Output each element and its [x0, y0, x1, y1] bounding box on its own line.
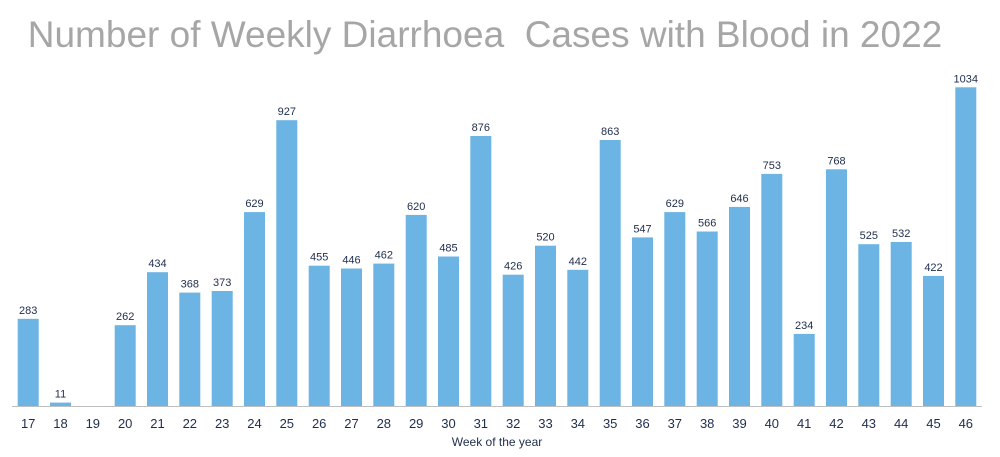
- bar-week-26: [308, 265, 330, 406]
- bar-week-41: [793, 333, 815, 406]
- value-label-week-22: 368: [181, 279, 199, 291]
- x-tick-label: 19: [86, 416, 100, 431]
- value-label-week-45: 422: [924, 262, 942, 274]
- value-label-week-28: 462: [375, 250, 393, 262]
- x-tick-label: 21: [150, 416, 164, 431]
- x-tick-label: 24: [247, 416, 261, 431]
- x-tick-label: 45: [926, 416, 940, 431]
- bar-week-42: [826, 169, 847, 406]
- value-label-week-33: 520: [536, 232, 554, 244]
- bar-week-38: [696, 231, 718, 406]
- x-tick-label: 32: [506, 416, 520, 431]
- value-label-week-32: 426: [504, 261, 522, 273]
- value-label-week-39: 646: [730, 193, 748, 205]
- bar-week-34: [567, 269, 589, 406]
- bar-week-30: [438, 256, 459, 406]
- value-label-week-24: 629: [245, 198, 263, 210]
- x-tick-label: 36: [635, 416, 649, 431]
- x-tick-label: 25: [280, 416, 294, 431]
- bar-week-43: [858, 244, 880, 406]
- x-tick-label: 41: [797, 416, 811, 431]
- value-label-week-18: 11: [55, 389, 66, 401]
- bar-week-21: [147, 272, 168, 406]
- value-labels-group: 283 11 262 434 368 373 629 927 455 446 462 620 485 87…: [19, 73, 978, 400]
- x-tick-label: 38: [700, 416, 714, 431]
- bar-week-35: [599, 140, 621, 406]
- x-tick-label: 42: [829, 416, 843, 431]
- bar-week-18: [50, 402, 71, 406]
- x-tick-label: 43: [862, 416, 876, 431]
- x-tick-labels-group: 17 18 19 20 21 22 23 24 25 26 27 28 29 30 31 32 33 34 35 36…: [21, 416, 973, 431]
- x-tick-label: 27: [344, 416, 358, 431]
- value-label-week-23: 373: [213, 277, 231, 289]
- value-label-week-41: 234: [795, 320, 813, 332]
- value-label-week-26: 455: [310, 252, 328, 264]
- value-label-week-31: 876: [472, 122, 490, 134]
- x-tick-label: 29: [409, 416, 423, 431]
- bar-week-28: [373, 263, 395, 406]
- bar-week-32: [502, 274, 524, 406]
- x-tick-label: 35: [603, 416, 617, 431]
- bar-week-31: [470, 136, 492, 406]
- x-tick-label: 20: [118, 416, 132, 431]
- x-tick-label: 30: [441, 416, 455, 431]
- value-label-week-46: 1034: [954, 73, 978, 85]
- bar-week-33: [535, 245, 556, 406]
- bar-week-45: [923, 275, 944, 406]
- value-label-week-35: 863: [601, 126, 619, 138]
- x-tick-label: 46: [959, 416, 973, 431]
- x-tick-label: 40: [765, 416, 779, 431]
- value-label-week-43: 525: [860, 230, 878, 242]
- value-label-week-20: 262: [116, 311, 134, 323]
- bar-week-44: [890, 242, 912, 406]
- bar-week-20: [114, 325, 136, 406]
- bar-week-46: [955, 87, 977, 407]
- bar-week-23: [211, 291, 233, 406]
- bar-week-40: [761, 173, 783, 406]
- bar-week-39: [729, 206, 750, 406]
- x-tick-label: 17: [21, 416, 35, 431]
- x-tick-label: 39: [732, 416, 746, 431]
- value-label-week-36: 547: [633, 223, 651, 235]
- x-tick-label: 44: [894, 416, 908, 431]
- value-label-week-42: 768: [827, 155, 845, 167]
- bar-week-17: [17, 318, 39, 406]
- value-label-week-17: 283: [19, 305, 37, 317]
- value-label-week-25: 927: [278, 106, 296, 118]
- value-label-week-21: 434: [148, 258, 166, 270]
- x-axis-label: Week of the year: [452, 435, 543, 449]
- bar-week-37: [664, 212, 686, 406]
- value-label-week-40: 753: [763, 160, 781, 172]
- bar-week-29: [405, 214, 427, 406]
- value-label-week-38: 566: [698, 218, 716, 230]
- value-label-week-30: 485: [439, 243, 457, 255]
- chart-title: Number of Weekly Diarrhoea Cases with Bl…: [27, 14, 943, 55]
- x-tick-label: 33: [538, 416, 552, 431]
- x-tick-label: 37: [668, 416, 682, 431]
- x-tick-label: 23: [215, 416, 229, 431]
- bar-week-24: [244, 212, 265, 406]
- x-tick-label: 34: [571, 416, 585, 431]
- x-tick-label: 22: [183, 416, 197, 431]
- bars-group: [17, 87, 977, 407]
- bar-week-25: [276, 120, 298, 406]
- x-tick-label: 31: [474, 416, 488, 431]
- bar-week-36: [632, 237, 653, 406]
- value-label-week-29: 620: [407, 201, 425, 213]
- value-label-week-44: 532: [892, 228, 910, 240]
- bar-week-22: [179, 292, 201, 406]
- x-tick-label: 18: [53, 416, 67, 431]
- bar-week-27: [341, 268, 362, 406]
- value-label-week-37: 629: [666, 198, 684, 210]
- x-tick-label: 26: [312, 416, 326, 431]
- x-tick-label: 28: [377, 416, 391, 431]
- value-label-week-27: 446: [342, 255, 360, 267]
- value-label-week-34: 442: [569, 256, 587, 268]
